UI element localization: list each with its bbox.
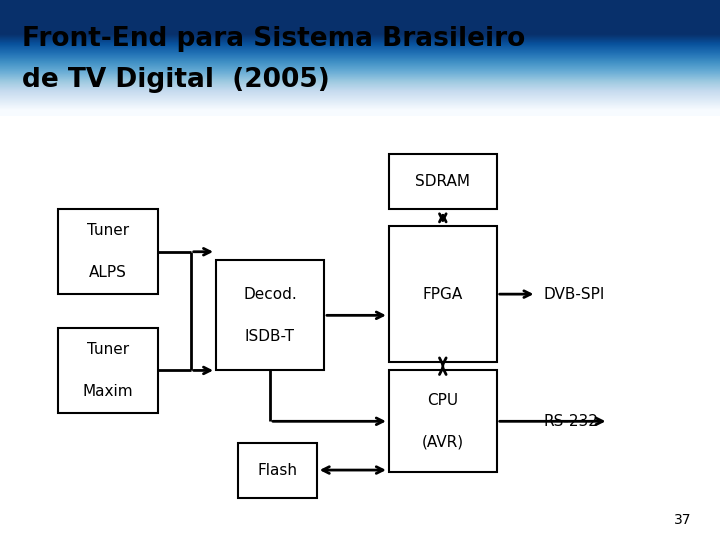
Text: CPU

(AVR): CPU (AVR) [422,393,464,450]
Text: de TV Digital  (2005): de TV Digital (2005) [22,68,329,93]
Text: Flash: Flash [257,463,297,477]
Bar [389,154,497,210]
Bar [238,442,317,498]
Text: RS-232: RS-232 [544,414,598,429]
Bar [389,226,497,362]
Text: FPGA: FPGA [423,287,463,302]
Bar [58,210,158,294]
Bar [389,370,497,472]
Bar [58,328,158,413]
Text: Decod.

ISDB-T: Decod. ISDB-T [243,287,297,344]
Bar [216,260,324,370]
Text: Tuner

Maxim: Tuner Maxim [83,342,133,399]
Text: DVB-SPI: DVB-SPI [544,287,605,302]
Text: Tuner

ALPS: Tuner ALPS [87,223,129,280]
Text: Front-End para Sistema Brasileiro: Front-End para Sistema Brasileiro [22,25,525,51]
Text: 37: 37 [674,514,691,527]
Text: SDRAM: SDRAM [415,174,470,190]
